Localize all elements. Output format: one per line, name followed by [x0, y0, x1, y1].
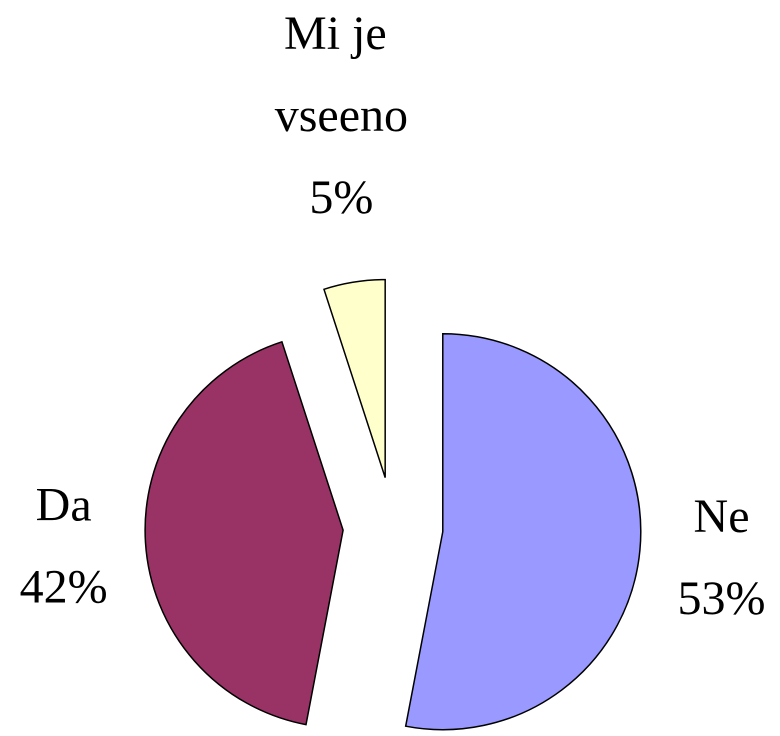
slice-value-label: 5%: [309, 171, 373, 224]
slice-label: Mi je vseeno 5%: [275, 7, 408, 224]
slice-category: Da: [36, 478, 92, 531]
slice-label: Ne 53%: [678, 490, 766, 625]
pie-slice: [144, 340, 344, 726]
slice-label: Da 42%: [20, 478, 108, 613]
slice-value-label: 53%: [678, 572, 766, 625]
pie-slice: [323, 278, 386, 478]
slice-value-label: 42%: [20, 560, 108, 613]
pie-slice: [404, 332, 642, 731]
slice-category: Ne: [694, 490, 750, 543]
slice-category: Mi je vseeno: [275, 7, 408, 142]
